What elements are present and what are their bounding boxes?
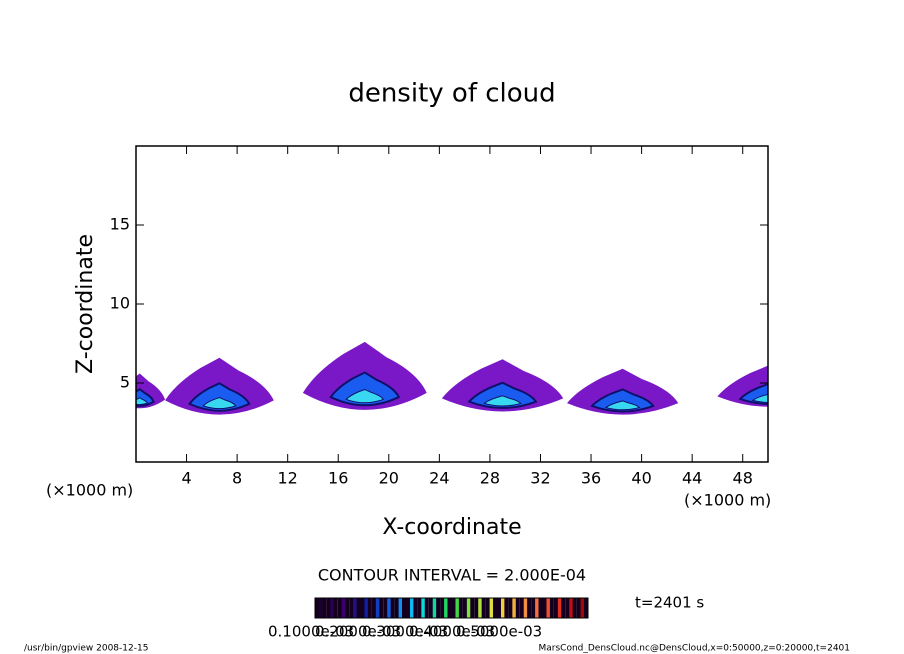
colorbar-stripe: [409, 598, 414, 618]
colorbar-stripe: [535, 598, 539, 618]
colorbar-stripe: [444, 598, 448, 618]
colorbar-stripe: [353, 598, 357, 618]
colorbar-stripe: [432, 598, 437, 618]
x-tick-label: 24: [429, 469, 449, 488]
cloud-peak: [136, 397, 149, 406]
cloud-peak: [483, 395, 522, 407]
colorbar-stripe: [557, 598, 562, 618]
colorbar-stripe: [512, 598, 516, 618]
colorbar-stripe: [500, 598, 505, 618]
colorbar-label: 0.4000e-03: [409, 623, 495, 641]
x-tick-label: 40: [631, 469, 651, 488]
cloud-peak: [604, 400, 641, 411]
colorbar-label: 0.2000e-03: [315, 623, 401, 641]
x-tick-label: 20: [379, 469, 399, 488]
x-tick-label: 28: [480, 469, 500, 488]
plot-area: [136, 341, 768, 415]
colorbar-stripe: [523, 598, 528, 618]
x-tick-label: 12: [278, 469, 298, 488]
colorbar-label: 0.3000e-03: [362, 623, 448, 641]
x-tick-label: 8: [232, 469, 242, 488]
colorbar: 0.1000e-030.2000e-030.3000e-030.4000e-03…: [268, 597, 589, 641]
colorbar-stripe: [318, 598, 323, 618]
colorbar-stripe: [341, 598, 346, 618]
footer-left: /usr/bin/gpview 2008-12-15: [24, 644, 148, 654]
x-tick-label: 44: [682, 469, 702, 488]
contour-interval: CONTOUR INTERVAL = 2.000E-04: [318, 566, 586, 585]
y-tick-label: 10: [110, 294, 130, 313]
cloud-peak: [751, 393, 768, 403]
colorbar-stripe: [489, 598, 494, 618]
cloud-peak: [345, 388, 385, 404]
x-units: (×1000 m): [684, 491, 771, 510]
x-tick-label: 48: [733, 469, 753, 488]
x-axis-label: X-coordinate: [382, 515, 521, 540]
x-tick-label: 4: [181, 469, 191, 488]
colorbar-label: 0.5000e-03: [456, 623, 542, 641]
colorbar-stripe: [387, 598, 391, 618]
x-tick-label: 16: [328, 469, 348, 488]
colorbar-stripe: [546, 598, 550, 618]
y-axis-label: Z-coordinate: [73, 234, 98, 374]
colorbar-stripe: [330, 598, 334, 618]
colorbar-stripe: [398, 598, 403, 618]
colorbar-stripe: [375, 598, 380, 618]
colorbar-stripe: [364, 598, 368, 618]
y-tick-label: 15: [110, 215, 130, 234]
colorbar-stripe: [421, 598, 425, 618]
y-tick-label: 5: [120, 373, 130, 392]
colorbar-label: 0.1000e-03: [268, 623, 354, 641]
cloud-peak: [202, 396, 237, 410]
colorbar-frame: [314, 597, 589, 619]
colorbar-stripe: [455, 598, 459, 618]
chart-title: density of cloud: [348, 79, 555, 109]
colorbar-stripe: [466, 598, 471, 618]
x-tick-label: 32: [530, 469, 550, 488]
y-units: (×1000 m): [46, 481, 133, 500]
colorbar-stripe: [569, 598, 573, 618]
x-tick-label: 36: [581, 469, 601, 488]
colorbar-stripe: [580, 598, 585, 618]
plot-frame: [135, 145, 769, 463]
time-label: t=2401 s: [635, 594, 704, 612]
colorbar-stripe: [478, 598, 482, 618]
footer-right: MarsCond_DensCloud.nc@DensCloud,x=0:5000…: [539, 644, 851, 654]
